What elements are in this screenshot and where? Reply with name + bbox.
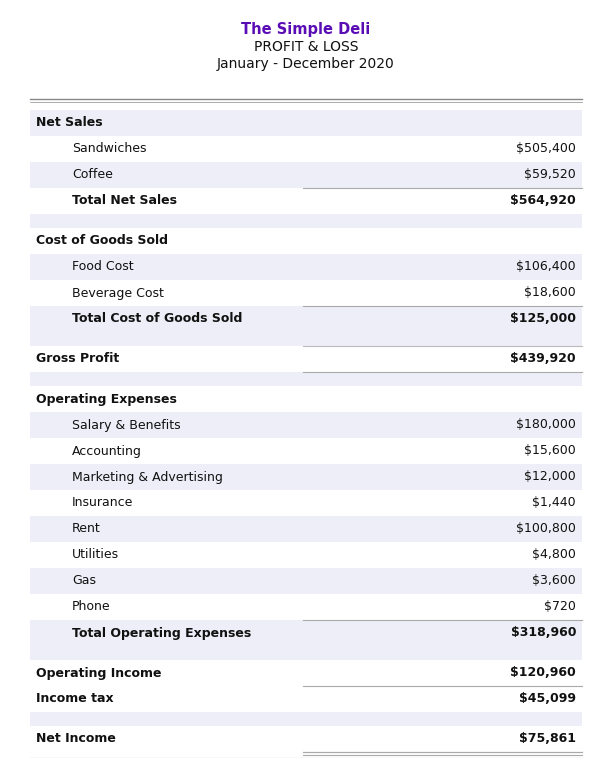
Text: $59,520: $59,520 — [524, 168, 576, 181]
Bar — [30, 726, 582, 752]
Text: Operating Income: Operating Income — [36, 666, 162, 679]
Bar — [30, 372, 582, 386]
Bar — [30, 594, 582, 620]
Bar — [30, 542, 582, 568]
Bar — [30, 280, 582, 306]
Text: Net Sales: Net Sales — [36, 117, 103, 130]
Text: $3,600: $3,600 — [532, 575, 576, 587]
Text: $15,600: $15,600 — [524, 444, 576, 458]
Text: $439,920: $439,920 — [510, 352, 576, 365]
Text: Income tax: Income tax — [36, 693, 114, 706]
Text: $1,440: $1,440 — [532, 496, 576, 509]
Text: Food Cost: Food Cost — [72, 261, 133, 274]
Text: $720: $720 — [544, 600, 576, 613]
Text: $564,920: $564,920 — [510, 195, 576, 208]
Bar — [30, 346, 582, 372]
Bar — [30, 254, 582, 280]
Bar — [30, 646, 582, 660]
Bar — [30, 438, 582, 464]
Text: PROFIT & LOSS: PROFIT & LOSS — [254, 40, 358, 54]
Text: Operating Expenses: Operating Expenses — [36, 393, 177, 406]
Text: $318,960: $318,960 — [510, 627, 576, 640]
Bar — [30, 136, 582, 162]
Text: $4,800: $4,800 — [532, 549, 576, 562]
Text: Salary & Benefits: Salary & Benefits — [72, 418, 181, 431]
Text: $12,000: $12,000 — [524, 471, 576, 484]
Text: Marketing & Advertising: Marketing & Advertising — [72, 471, 223, 484]
Bar — [30, 686, 582, 712]
Bar — [30, 412, 582, 438]
Text: $106,400: $106,400 — [517, 261, 576, 274]
Bar — [30, 620, 582, 646]
Bar — [30, 332, 582, 346]
Bar — [30, 660, 582, 686]
Bar — [30, 464, 582, 490]
Bar — [30, 110, 582, 136]
Text: Beverage Cost: Beverage Cost — [72, 287, 164, 299]
Bar — [30, 386, 582, 412]
Text: Rent: Rent — [72, 522, 101, 535]
Bar — [30, 712, 582, 726]
Bar — [30, 568, 582, 594]
Bar — [30, 228, 582, 254]
Text: $180,000: $180,000 — [516, 418, 576, 431]
Text: Coffee: Coffee — [72, 168, 113, 181]
Text: Total Cost of Goods Sold: Total Cost of Goods Sold — [72, 312, 242, 325]
Text: Accounting: Accounting — [72, 444, 142, 458]
Text: $120,960: $120,960 — [510, 666, 576, 679]
Bar — [30, 162, 582, 188]
Text: $45,099: $45,099 — [519, 693, 576, 706]
Text: $100,800: $100,800 — [516, 522, 576, 535]
Text: $505,400: $505,400 — [516, 143, 576, 155]
Text: Cost of Goods Sold: Cost of Goods Sold — [36, 234, 168, 248]
Text: Sandwiches: Sandwiches — [72, 143, 146, 155]
Text: $125,000: $125,000 — [510, 312, 576, 325]
Text: Phone: Phone — [72, 600, 111, 613]
Text: Utilities: Utilities — [72, 549, 119, 562]
Text: $18,600: $18,600 — [524, 287, 576, 299]
Bar — [30, 214, 582, 228]
Text: January - December 2020: January - December 2020 — [217, 57, 395, 71]
Text: Total Operating Expenses: Total Operating Expenses — [72, 627, 252, 640]
Bar — [30, 306, 582, 332]
Text: Gas: Gas — [72, 575, 96, 587]
Text: Total Net Sales: Total Net Sales — [72, 195, 177, 208]
Text: Insurance: Insurance — [72, 496, 133, 509]
Text: Gross Profit: Gross Profit — [36, 352, 119, 365]
Text: $75,861: $75,861 — [519, 732, 576, 746]
Text: The Simple Deli: The Simple Deli — [241, 22, 371, 37]
Bar — [30, 490, 582, 516]
Bar — [30, 516, 582, 542]
Bar — [30, 188, 582, 214]
Text: Net Income: Net Income — [36, 732, 116, 746]
